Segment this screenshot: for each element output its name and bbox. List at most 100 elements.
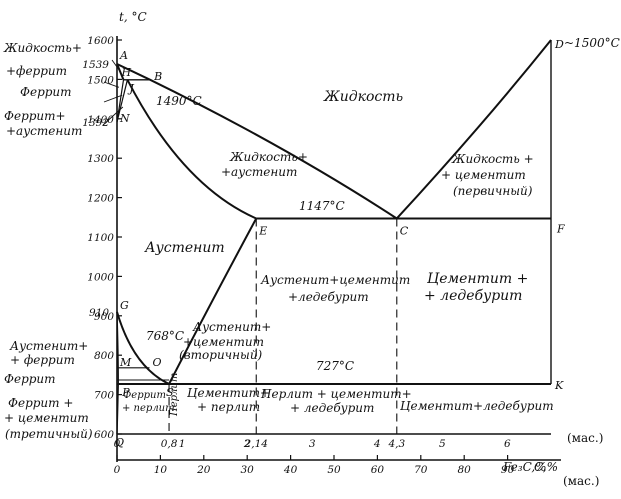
region-aus-cem2-3: (вторичный) xyxy=(179,348,263,362)
x-axis-c-label: C,% xyxy=(534,460,558,474)
eutectic-temperature: 1147°C xyxy=(299,199,345,213)
curie-temperature: 768°C xyxy=(146,329,184,343)
region-ferr-cem3-3: (третичный) xyxy=(5,427,93,441)
region-ferr-perl-2: + перлит xyxy=(122,403,175,414)
b-temperature: 1490°C xyxy=(156,94,202,108)
y-tick-label: 700 xyxy=(94,390,114,402)
region-aus-ferr-2: + феррит xyxy=(10,353,75,367)
y-axis-title: t, °C xyxy=(119,10,147,24)
region-ferrite-aus-2: +аустенит xyxy=(6,124,82,138)
x-tick-fe3c-label: 60 xyxy=(371,464,385,476)
x-tick-c-label: 2,14 xyxy=(244,438,268,450)
x-axis-c-unit: (мас.) xyxy=(567,431,603,445)
point-label-s: S xyxy=(166,386,174,399)
point-label-g: G xyxy=(120,299,129,312)
region-aus-cem2-2: +цементит xyxy=(183,335,264,349)
point-label-b: B xyxy=(153,70,162,83)
point-label-q: Q xyxy=(115,436,124,449)
x-tick-fe3c-label: 80 xyxy=(458,464,472,476)
solidus-je xyxy=(126,79,257,220)
x-tick-c-label: 1 xyxy=(179,438,186,450)
x-tick-fe3c-label: 40 xyxy=(283,464,298,476)
x-axis-fe3c-label: Fe₃C,% xyxy=(502,460,547,474)
x-tick-c-label: 0 xyxy=(114,438,121,450)
solidus-ah xyxy=(116,63,125,81)
point-label-k: K xyxy=(554,379,564,392)
region-ferrite-top: Феррит xyxy=(20,85,72,99)
x-tick-c-label: 4,3 xyxy=(387,438,405,450)
point-label-m: M xyxy=(119,356,132,369)
line-gs xyxy=(116,311,170,385)
point-label-e: E xyxy=(258,224,267,237)
x-tick-fe3c-label: 70 xyxy=(414,464,428,476)
y-extra-label: 910 xyxy=(89,307,109,319)
x-tick-c-label: 2 xyxy=(243,438,251,450)
x-tick-fe3c-label: 20 xyxy=(196,464,211,476)
point-label-n: N xyxy=(119,112,130,125)
y-tick-label: 800 xyxy=(94,350,114,362)
point-label-j: J xyxy=(127,82,134,95)
x-tick-fe3c-label: 90 xyxy=(501,464,515,476)
region-liquid: Жидкость xyxy=(323,89,403,105)
y-tick-label: 1100 xyxy=(87,232,114,244)
region-perlite: Перлит xyxy=(169,373,180,417)
x-tick-fe3c-label: 30 xyxy=(241,464,255,476)
region-cem-led-low: Цементит+ледебурит xyxy=(400,399,554,413)
line-gp xyxy=(116,311,119,384)
y-tick-label: 1200 xyxy=(87,193,114,205)
y-extra-label: 1539 xyxy=(82,59,109,71)
x-tick-fe3c-label: 50 xyxy=(327,464,341,476)
y-tick-label: 1300 xyxy=(87,153,114,165)
line-jn xyxy=(116,79,128,123)
point-label-h: H xyxy=(121,66,132,79)
region-liq-aus-2: +аустенит xyxy=(221,165,297,179)
region-cem-led-2: + ледебурит xyxy=(424,288,522,304)
point-label-d: D xyxy=(554,38,564,51)
x-axis-fe3c-unit: (мас.) xyxy=(563,474,599,488)
eutectoid-temperature: 727°C xyxy=(316,359,354,373)
region-ferrite-low: Феррит xyxy=(4,372,56,386)
region-cem-led-1: Цементит + xyxy=(427,271,528,287)
liquidus-cd xyxy=(396,39,552,220)
region-ferr-cem3-2: + цементит xyxy=(4,411,89,425)
axes: 1600150014001300120011001000900800700600… xyxy=(82,35,561,476)
region-perl-cem-led-2: + ледебурит xyxy=(290,401,374,415)
region-liq-ferrite-1: Жидкость+ xyxy=(3,41,82,55)
x-tick-c-label: 6 xyxy=(504,438,511,450)
x-tick-fe3c-label: 0 xyxy=(114,464,121,476)
region-liq-aus-1: Жидкость+ xyxy=(229,150,308,164)
region-cem-perl-2: + перлит xyxy=(197,400,260,414)
point-label-o: O xyxy=(153,356,162,369)
x-tick-fe3c-label: 10 xyxy=(154,464,168,476)
point-label-f: F xyxy=(556,222,565,235)
region-liq-cem-3: (первичный) xyxy=(453,184,533,198)
region-aus-cem2-1: Аустенит+ xyxy=(192,320,271,334)
region-aus-cem-led-1: Аустенит+цементит xyxy=(260,273,410,287)
region-liq-cem-2: + цементит xyxy=(441,168,526,182)
point-label-c: C xyxy=(400,224,409,237)
region-cem-perl-1: Цементит+ xyxy=(187,386,270,400)
x-tick-c-label: 3 xyxy=(309,438,316,450)
region-ferr-cem3-1: Феррит + xyxy=(8,396,73,410)
leader-line xyxy=(102,106,124,126)
x-tick-c-label: 5 xyxy=(439,438,446,450)
line-se xyxy=(168,218,258,385)
leader-line xyxy=(103,81,120,88)
y-extra-label: 1392 xyxy=(82,117,109,129)
d-temperature: ~1500°C xyxy=(564,36,620,50)
x-tick-c-label: 4 xyxy=(373,438,381,450)
phase-lines xyxy=(102,39,552,435)
line-hn xyxy=(116,79,125,123)
y-tick-label: 1000 xyxy=(87,271,114,283)
y-tick-label: 1600 xyxy=(87,35,114,47)
point-label-p: P xyxy=(121,386,130,399)
y-tick-label: 900 xyxy=(94,311,114,323)
line-pq xyxy=(116,383,119,435)
region-ferr-perl-1: Феррит xyxy=(123,390,166,401)
liquidus-abc xyxy=(116,63,398,220)
leader-line xyxy=(103,94,123,103)
region-liq-ferrite-2: +феррит xyxy=(6,64,67,78)
region-perl-cem-led-1: Перлит + цементит+ xyxy=(260,387,412,401)
